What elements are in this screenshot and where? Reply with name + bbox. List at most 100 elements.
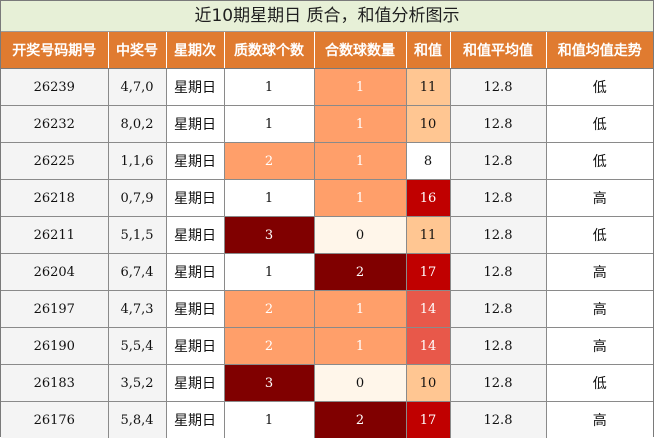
numbers-cell: 5,1,5 (108, 217, 166, 254)
prime-count-cell: 2 (224, 143, 314, 180)
issue-cell: 26204 (1, 254, 108, 291)
sum-cell: 11 (406, 217, 450, 254)
numbers-cell: 1,1,6 (108, 143, 166, 180)
sum-average-cell: 12.8 (450, 106, 546, 143)
composite-count-cell: 2 (314, 254, 406, 291)
sum-cell: 10 (406, 365, 450, 402)
composite-count-cell: 1 (314, 106, 406, 143)
numbers-cell: 5,5,4 (108, 328, 166, 365)
issue-cell: 26239 (1, 69, 108, 106)
issue-cell: 26211 (1, 217, 108, 254)
composite-count-cell: 1 (314, 291, 406, 328)
trend-cell: 高 (546, 180, 653, 217)
issue-cell: 26183 (1, 365, 108, 402)
sum-average-cell: 12.8 (450, 180, 546, 217)
numbers-cell: 5,8,4 (108, 402, 166, 438)
numbers-cell: 6,7,4 (108, 254, 166, 291)
trend-cell: 低 (546, 365, 653, 402)
weekday-cell: 星期日 (166, 69, 224, 106)
sum-cell: 10 (406, 106, 450, 143)
composite-count-cell: 0 (314, 217, 406, 254)
sum-average-cell: 12.8 (450, 402, 546, 438)
header-prime-count: 质数球个数 (224, 32, 314, 69)
weekday-cell: 星期日 (166, 180, 224, 217)
issue-cell: 26190 (1, 328, 108, 365)
prime-count-cell: 1 (224, 402, 314, 438)
trend-cell: 低 (546, 143, 653, 180)
header-issue: 开奖号码期号 (1, 32, 108, 69)
issue-cell: 26218 (1, 180, 108, 217)
issue-cell: 26176 (1, 402, 108, 438)
sum-average-cell: 12.8 (450, 291, 546, 328)
header-row: 开奖号码期号 中奖号 星期次 质数球个数 合数球数量 和值 和值平均值 和值均值… (1, 32, 653, 69)
sum-average-cell: 12.8 (450, 328, 546, 365)
weekday-cell: 星期日 (166, 402, 224, 438)
trend-cell: 高 (546, 291, 653, 328)
sum-cell: 14 (406, 328, 450, 365)
sum-average-cell: 12.8 (450, 254, 546, 291)
prime-count-cell: 1 (224, 254, 314, 291)
weekday-cell: 星期日 (166, 365, 224, 402)
header-sum-average: 和值平均值 (450, 32, 546, 69)
weekday-cell: 星期日 (166, 328, 224, 365)
prime-count-cell: 3 (224, 365, 314, 402)
numbers-cell: 3,5,2 (108, 365, 166, 402)
header-sum: 和值 (406, 32, 450, 69)
trend-cell: 高 (546, 328, 653, 365)
composite-count-cell: 1 (314, 69, 406, 106)
sum-average-cell: 12.8 (450, 143, 546, 180)
trend-cell: 低 (546, 217, 653, 254)
weekday-cell: 星期日 (166, 254, 224, 291)
sum-cell: 8 (406, 143, 450, 180)
trend-cell: 低 (546, 106, 653, 143)
numbers-cell: 4,7,0 (108, 69, 166, 106)
numbers-cell: 4,7,3 (108, 291, 166, 328)
table-title: 近10期星期日 质合，和值分析图示 (1, 1, 653, 32)
weekday-cell: 星期日 (166, 106, 224, 143)
header-composite-count: 合数球数量 (314, 32, 406, 69)
sum-average-cell: 12.8 (450, 217, 546, 254)
sum-average-cell: 12.8 (450, 365, 546, 402)
numbers-cell: 0,7,9 (108, 180, 166, 217)
prime-count-cell: 1 (224, 69, 314, 106)
weekday-cell: 星期日 (166, 143, 224, 180)
sum-average-cell: 12.8 (450, 69, 546, 106)
issue-cell: 26197 (1, 291, 108, 328)
sum-cell: 14 (406, 291, 450, 328)
prime-count-cell: 1 (224, 106, 314, 143)
composite-count-cell: 1 (314, 328, 406, 365)
issue-cell: 26232 (1, 106, 108, 143)
issue-cell: 26225 (1, 143, 108, 180)
sum-cell: 11 (406, 69, 450, 106)
header-weekday: 星期次 (166, 32, 224, 69)
header-numbers: 中奖号 (108, 32, 166, 69)
composite-count-cell: 0 (314, 365, 406, 402)
trend-cell: 低 (546, 69, 653, 106)
prime-count-cell: 3 (224, 217, 314, 254)
prime-count-cell: 2 (224, 291, 314, 328)
composite-count-cell: 1 (314, 180, 406, 217)
analysis-table: 开奖号码期号 中奖号 星期次 质数球个数 合数球数量 和值 和值平均值 和值均值… (1, 32, 653, 438)
prime-count-cell: 1 (224, 180, 314, 217)
composite-count-cell: 2 (314, 402, 406, 438)
composite-count-cell: 1 (314, 143, 406, 180)
trend-cell: 高 (546, 402, 653, 438)
trend-cell: 高 (546, 254, 653, 291)
sum-cell: 17 (406, 254, 450, 291)
weekday-cell: 星期日 (166, 291, 224, 328)
sum-cell: 17 (406, 402, 450, 438)
header-sum-trend: 和值均值走势 (546, 32, 653, 69)
numbers-cell: 8,0,2 (108, 106, 166, 143)
weekday-cell: 星期日 (166, 217, 224, 254)
